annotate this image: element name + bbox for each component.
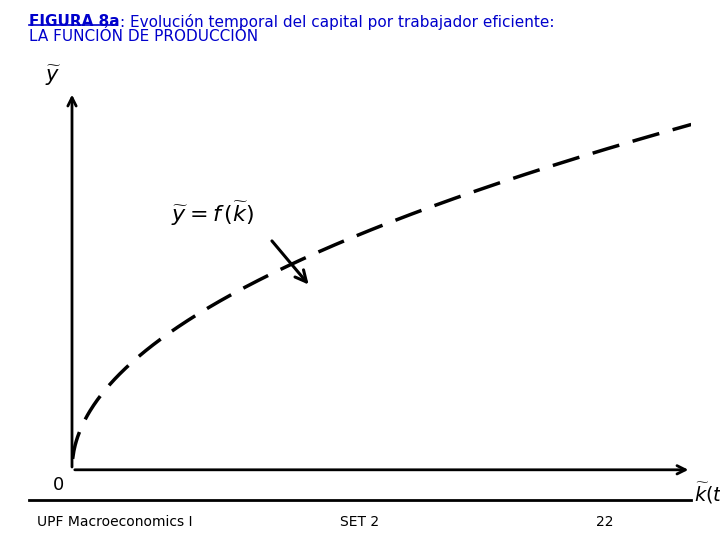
- Text: 0: 0: [53, 476, 64, 494]
- Text: UPF Macroeconomics I: UPF Macroeconomics I: [37, 515, 193, 529]
- Text: $\widetilde{y}= f\,(\widetilde{k})$: $\widetilde{y}= f\,(\widetilde{k})$: [171, 199, 254, 228]
- Text: $\widetilde{y}$: $\widetilde{y}$: [45, 64, 61, 88]
- Text: LA FUNCIÓN DE PRODUCCIÓN: LA FUNCIÓN DE PRODUCCIÓN: [29, 29, 258, 44]
- Text: 22: 22: [596, 515, 613, 529]
- Text: SET 2: SET 2: [341, 515, 379, 529]
- Text: FIGURA 8a: FIGURA 8a: [29, 14, 120, 29]
- Text: $\widetilde{k}(t)$: $\widetilde{k}(t)$: [694, 481, 720, 506]
- Text: : Evolución temporal del capital por trabajador eficiente:: : Evolución temporal del capital por tra…: [120, 14, 554, 30]
